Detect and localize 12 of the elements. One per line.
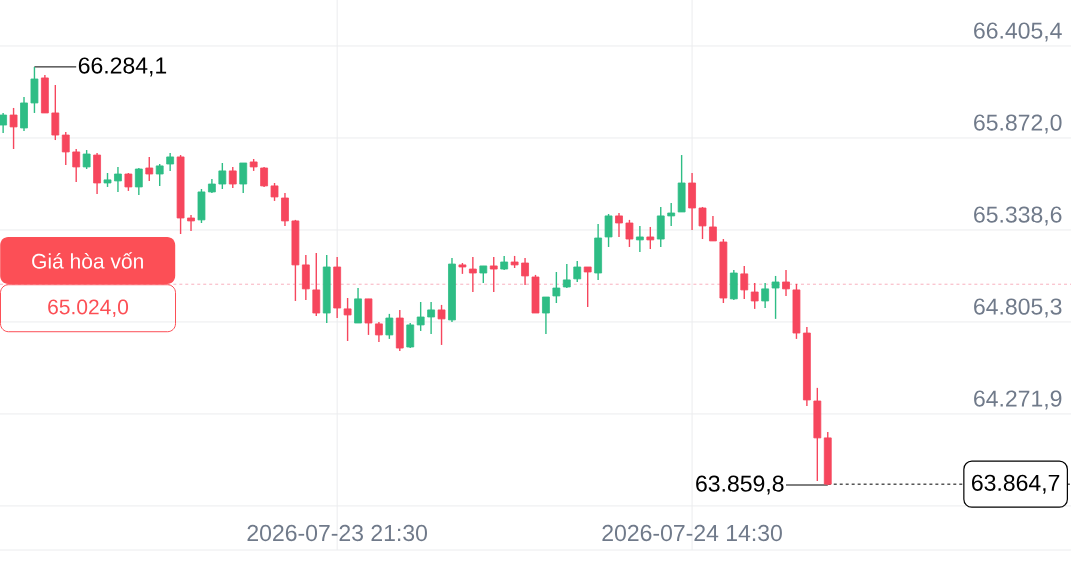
y-tick-label: 65.338,6 bbox=[974, 206, 1062, 226]
annotation: 66.284,1 bbox=[78, 57, 167, 77]
y-tick-label: 65.872,0 bbox=[974, 114, 1062, 134]
x-tick-label: 2026-07-24 14:30 bbox=[602, 524, 782, 542]
y-tick-label: 64.271,9 bbox=[974, 390, 1062, 410]
y-tick-label: 64.805,3 bbox=[974, 298, 1062, 318]
ref-line-label: Giá hòa vốn bbox=[32, 252, 143, 269]
annotation: 65.024,0 bbox=[48, 299, 129, 317]
ref-line-label: 63.864,7 bbox=[972, 474, 1060, 494]
y-tick-label: 66.405,4 bbox=[974, 22, 1062, 42]
x-tick-label: 2026-07-23 21:30 bbox=[247, 524, 427, 542]
annotation: 63.859,8 bbox=[696, 475, 784, 495]
